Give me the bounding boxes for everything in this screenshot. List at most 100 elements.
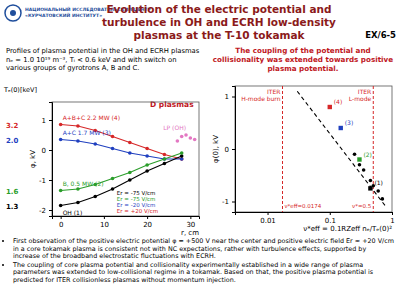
data-point [128, 151, 132, 155]
conclusions: First observation of the positive electr… [4, 238, 394, 286]
x-tick-label: 10 [100, 221, 109, 229]
x-tick: 10 [100, 216, 109, 229]
te-title: Tₑ(0)[keV] [4, 86, 37, 94]
x-tick-mark [268, 212, 269, 215]
data-point [163, 157, 167, 161]
point-label: (2) [363, 151, 372, 158]
plot-texts: ITERH-mode burnν*eff=0.0174ITERL-modeν*=… [241, 88, 383, 209]
data-point [193, 138, 197, 142]
x-tick-label: 0.01 [260, 217, 276, 225]
x-tick-mark [190, 216, 191, 219]
series-label: B, 0.5 MW (2) [63, 180, 104, 187]
point-label: (4) [334, 98, 343, 105]
plot-texts: A+B+C 2.2 MW (4)3.2A+C 1.7 MW (3)2.0OH (… [6, 114, 186, 216]
data-point [368, 186, 372, 190]
series-label: A+B+C 2.2 MW (4) [63, 114, 120, 121]
data-point [111, 135, 115, 139]
x-axis-title: r, cm [181, 229, 199, 236]
data-point [93, 142, 97, 146]
data-point [76, 124, 80, 128]
data-point [111, 187, 115, 191]
y-tick-mark [232, 149, 235, 150]
plot-group: 0.01 0.1 1 -1 0 1 ITERH-mode burnν*eff=0.0174I… [222, 86, 395, 225]
annotation: Er = +20 V/cm [117, 208, 158, 214]
data-point [76, 201, 80, 205]
x-tick: 0 [59, 216, 63, 229]
data-point [163, 157, 167, 161]
series-line [61, 156, 182, 206]
data-point [59, 123, 63, 127]
y-tick-mark [232, 202, 235, 203]
plot-group: 0102030-2-101A+B+C 2.2 MW (4)3.2A+C 1.7 … [6, 102, 200, 229]
y-axis-line [49, 103, 53, 217]
x-tick-label: 0.1 [325, 217, 336, 225]
data-point [128, 171, 132, 175]
data-point [128, 178, 132, 182]
data-point [145, 163, 149, 167]
data-point [163, 162, 167, 166]
x-tick-label: 30 [186, 221, 195, 229]
point-label: (3) [345, 119, 354, 126]
x-tick-label: 1 [390, 217, 394, 225]
data-point [358, 163, 362, 167]
data-point [76, 139, 80, 143]
bullet-list: First observation of the positive electr… [4, 238, 394, 285]
y-tick-label: 0 [42, 147, 46, 155]
bullet: The coupling of core plasma potential an… [13, 262, 394, 285]
data-point [145, 147, 149, 151]
x-tick-label: 0 [59, 221, 63, 229]
plot-area [59, 123, 197, 208]
y-tick: -1 [39, 177, 52, 185]
data-point [362, 168, 366, 172]
x-axis-title: ν*eff = 0.1RZeff nₑ/Tₑ(0)² [303, 225, 392, 233]
x-tick-mark [392, 212, 393, 215]
logo-ring [5, 5, 21, 21]
data-point [180, 151, 184, 155]
series-label: OH (1) [63, 209, 83, 216]
y-tick-mark [49, 210, 52, 211]
series-line [297, 91, 386, 207]
x-tick: 1 [390, 212, 394, 225]
x-axis: 0102030 [53, 216, 200, 229]
te0-label: 2.0 [6, 137, 19, 145]
data-point [369, 179, 373, 183]
y-tick-mark [49, 150, 52, 151]
data-point [357, 157, 361, 161]
data-point [145, 154, 149, 158]
data-point [381, 197, 385, 201]
data-point [176, 139, 180, 143]
series-line [61, 153, 182, 191]
x-tick-mark [330, 212, 331, 215]
data-point [353, 152, 357, 156]
logo [3, 3, 23, 23]
te0-label: 1.6 [6, 188, 19, 196]
data-point [59, 204, 63, 208]
y-tick-mark [49, 180, 52, 181]
te0-label: 3.2 [6, 122, 19, 130]
y-tick-label: 0 [225, 146, 229, 154]
data-point [59, 138, 63, 142]
plot-frame [235, 86, 392, 212]
chart: 0102030-2-101A+B+C 2.2 MW (4)3.2A+C 1.7 … [0, 96, 205, 236]
y-tick-mark [49, 120, 52, 121]
reference-line [282, 86, 283, 212]
data-point [111, 177, 115, 181]
series-line [61, 140, 182, 160]
data-point [111, 147, 115, 151]
series-label: LP (OH) [163, 124, 186, 131]
poster-code: EX/6-5 [365, 30, 396, 40]
plot-frame [52, 102, 199, 216]
data-point [128, 141, 132, 145]
y-tick-label: -1 [39, 177, 46, 185]
y-tick: -1 [222, 198, 235, 206]
y-tick-mark [232, 97, 235, 98]
point-label: (1) [374, 179, 383, 186]
y-tick: -2 [39, 207, 52, 215]
data-point [180, 135, 184, 139]
y-tick-label: -1 [222, 198, 229, 206]
data-point [189, 136, 193, 140]
y-axis-line [232, 87, 236, 213]
reference-line [373, 86, 374, 212]
y-tick-label: 1 [225, 93, 229, 101]
institute-name: «КУРЧАТОВСКИЙ ИНСТИТУТ» [25, 13, 102, 18]
